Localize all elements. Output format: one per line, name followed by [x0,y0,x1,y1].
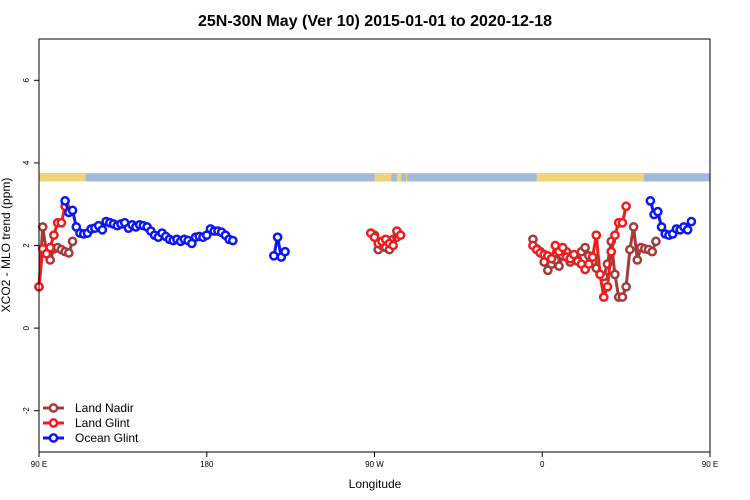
land-glint-point [606,246,617,257]
land-nadir-point [647,246,658,257]
x-axis-label: Longitude [349,477,402,491]
land-nadir-point [610,269,620,280]
land-sea-band [39,173,710,182]
land-glint-point [591,230,602,241]
land-nadir-point [628,222,639,232]
y-axis: -2 0 2 4 6 [22,78,39,415]
x-tick-label: 90 E [702,460,718,469]
land-nadir-point [554,261,564,271]
legend-label: Land Glint [75,416,130,430]
land-glint-point [395,230,406,241]
land-nadir-point [580,242,590,253]
land-nadir-point [651,236,661,247]
series-layer [34,196,697,302]
legend-item-ocean-glint: Ocean Glint [43,431,139,445]
land-glint-point [388,240,398,251]
y-tick-label: -2 [22,407,31,415]
x-tick-label: 90 W [365,460,384,469]
legend-item-land-nadir: Land Nadir [43,401,134,415]
land-nadir-point [63,248,74,258]
ocean-glint-point [60,196,70,206]
legend-label: Ocean Glint [75,431,139,445]
ocean-glint-point [682,224,693,235]
x-tick-label: 180 [200,460,214,469]
y-tick-label: 0 [22,325,31,330]
land-segment [400,173,402,182]
ocean-glint-point [652,206,663,217]
y-tick-label: 4 [22,160,31,165]
land-glint-point [598,292,609,302]
land-glint-point [49,230,59,241]
land-nadir-point [617,292,628,302]
land-nadir-point [37,222,48,232]
y-axis-label: XCO2 - MLO trend (ppm) [0,178,13,313]
legend-marker [48,403,59,413]
land-nadir-point [67,236,78,247]
land-segment [396,173,401,182]
x-tick-label: 90 E [31,460,47,469]
y-tick-label: 6 [22,78,31,83]
x-axis: 90 E 180 90 W 0 90 E [31,452,718,469]
ocean-glint-point [269,250,279,261]
ocean-glint-point [686,216,697,227]
land-segment [39,173,86,182]
land-glint-series [34,201,631,302]
ocean-glint-point [227,235,238,246]
land-glint-point [557,242,568,253]
land-glint-point [595,269,605,280]
legend-item-land-glint: Land Glint [43,416,130,430]
y-tick-label: 2 [22,243,31,248]
ocean-glint-point [97,224,108,235]
x-tick-label: 0 [540,460,545,469]
land-nadir-series [34,222,661,302]
chart-title: 25N-30N May (Ver 10) 2015-01-01 to 2020-… [198,13,552,30]
land-nadir-point [621,281,631,292]
land-glint-point [583,259,594,269]
land-segment [536,173,644,182]
land-glint-point [621,201,631,212]
legend-marker [48,418,59,428]
ocean-glint-point [272,232,283,243]
ocean-glint-point [67,205,78,216]
ocean-glint-series [60,196,697,262]
legend-marker [48,433,59,443]
land-glint-point [56,217,67,228]
land-glint-point [602,281,613,292]
land-glint-point [45,242,56,253]
land-segment [406,173,408,182]
land-nadir-point [632,255,643,265]
land-glint-point [617,217,628,228]
land-glint-point [546,253,557,264]
land-glint-point [610,230,620,241]
ocean-glint-point [656,222,667,232]
land-nadir-point [625,244,635,255]
land-segment [374,173,392,182]
ocean-glint-point [280,246,290,257]
legend-label: Land Nadir [75,401,134,415]
land-glint-point [587,252,598,262]
ocean-glint-point [645,196,656,206]
